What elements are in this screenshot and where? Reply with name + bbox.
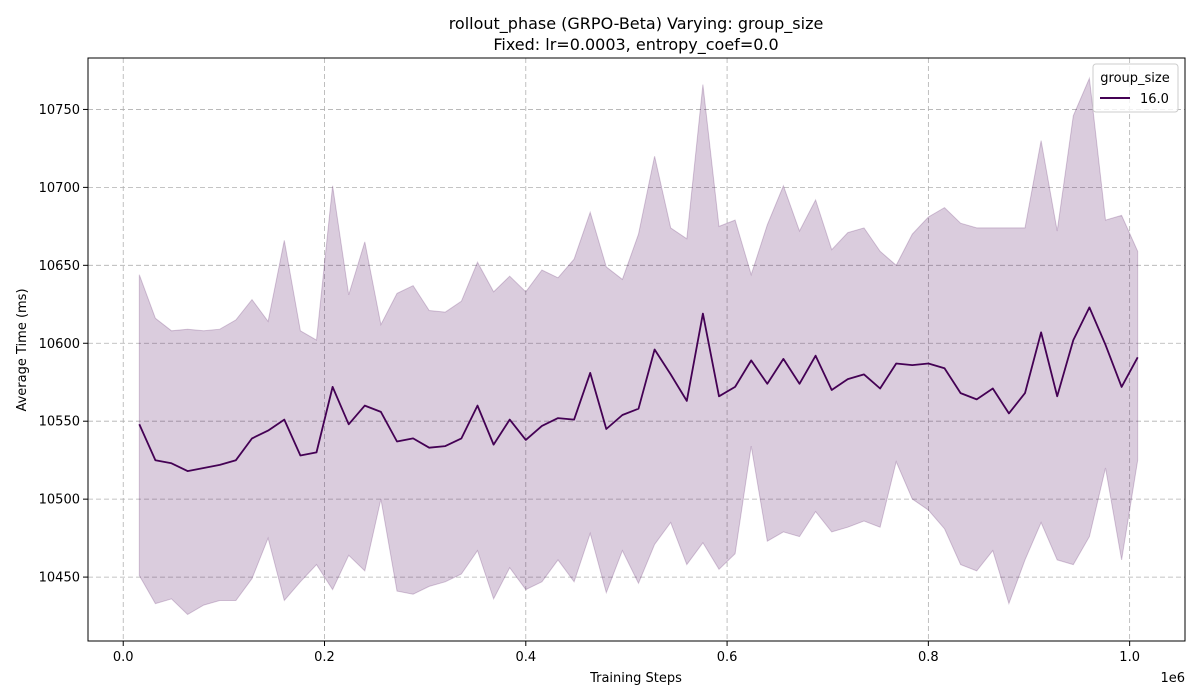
- plot-area-frame: [87, 57, 1186, 642]
- legend-box: [1092, 63, 1179, 113]
- legend-title: group_size: [1100, 71, 1169, 86]
- legend: group_size 16.0: [1092, 63, 1179, 113]
- y-tick-label: 10700: [39, 181, 80, 196]
- x-tick-label: 0.0: [113, 650, 134, 665]
- y-tick-label: 10450: [39, 571, 80, 586]
- y-tick-label: 10500: [39, 493, 80, 508]
- y-axis-label: Average Time (ms): [15, 288, 30, 411]
- legend-entry-label: 16.0: [1140, 92, 1169, 107]
- x-tick-label: 0.8: [918, 650, 939, 665]
- x-tick-label: 0.2: [314, 650, 335, 665]
- x-axis-ticks: 0.0 0.2 0.4 0.6 0.8 1.0: [113, 641, 1140, 665]
- grid-lines: [88, 58, 1185, 641]
- y-tick-label: 10550: [39, 415, 80, 430]
- y-tick-label: 10650: [39, 259, 80, 274]
- y-axis-ticks: 10450 10500 10550 10600 10650 10700 10750: [39, 103, 88, 586]
- x-axis-label: Training Steps: [589, 671, 682, 686]
- y-tick-label: 10600: [39, 337, 80, 352]
- chart-subtitle: Fixed: lr=0.0003, entropy_coef=0.0: [493, 35, 778, 55]
- series-line-layer: [138, 306, 1139, 473]
- y-tick-label: 10750: [39, 103, 80, 118]
- series-line: [138, 306, 1139, 473]
- x-axis-offset-label: 1e6: [1160, 671, 1185, 686]
- x-tick-label: 1.0: [1119, 650, 1140, 665]
- confidence-band: [138, 76, 1139, 616]
- x-tick-label: 0.6: [717, 650, 738, 665]
- x-tick-label: 0.4: [515, 650, 536, 665]
- chart-title: rollout_phase (GRPO-Beta) Varying: group…: [449, 14, 824, 34]
- confidence-band-layer: [138, 76, 1139, 616]
